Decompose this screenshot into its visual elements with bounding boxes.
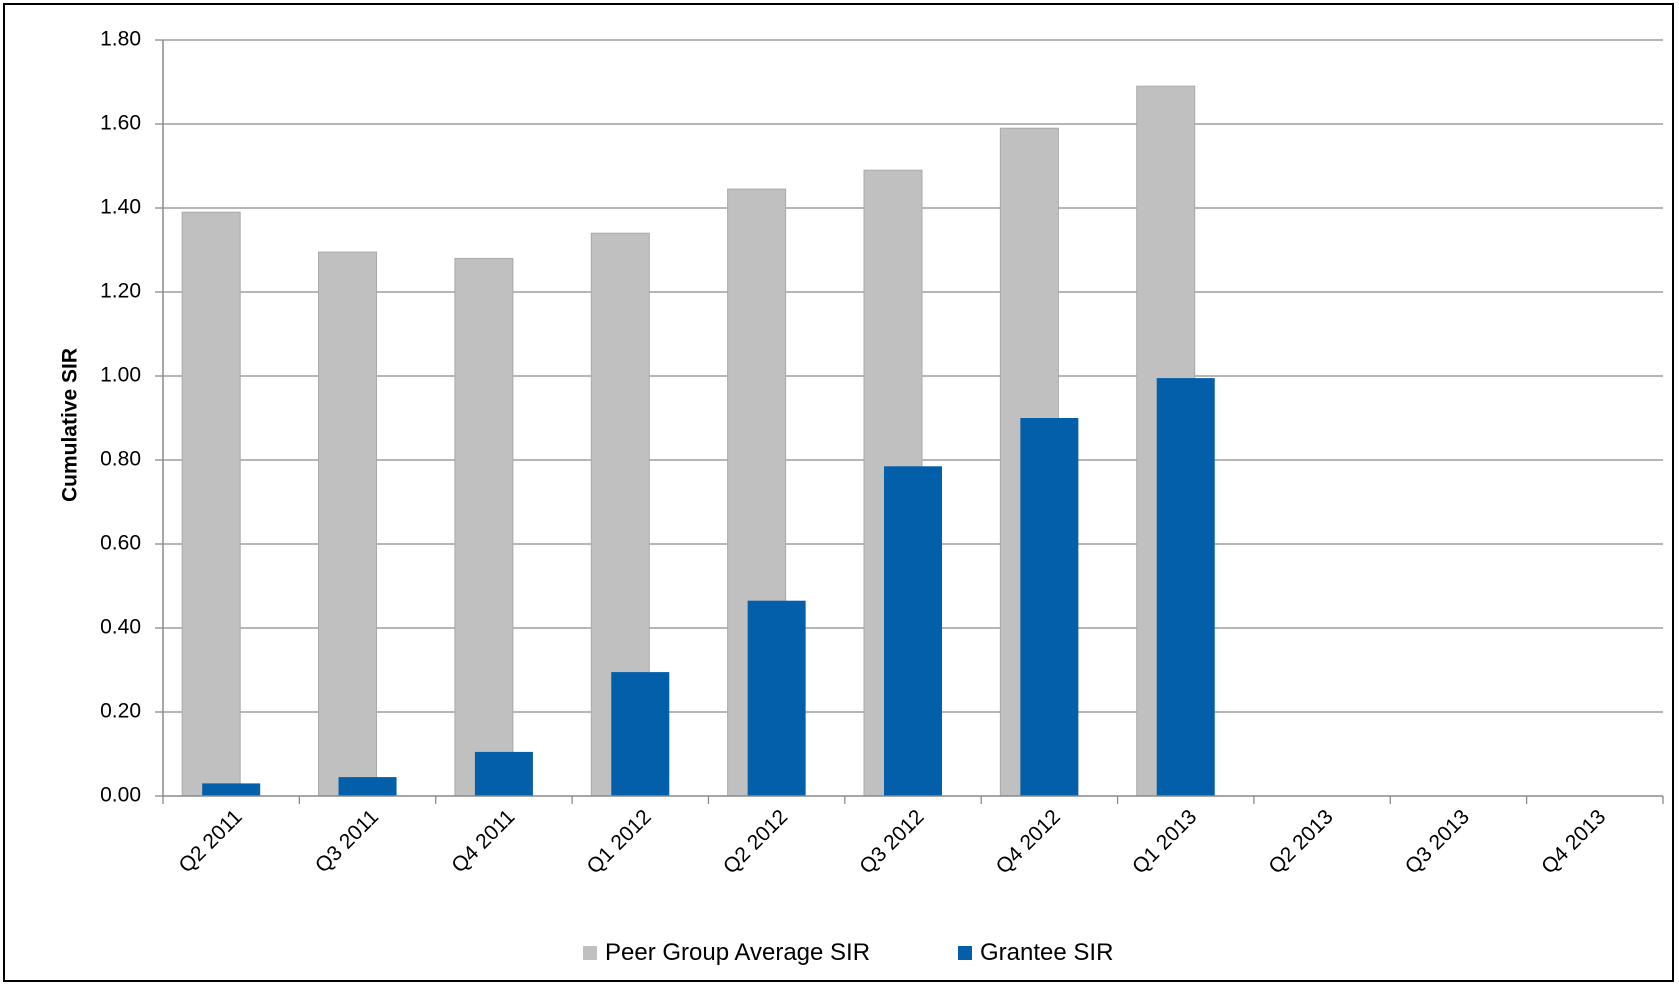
legend-label-grantee: Grantee SIR xyxy=(980,939,1113,966)
y-axis-label: Cumulative SIR xyxy=(59,348,82,502)
bars xyxy=(181,85,1215,797)
x-tick-label: Q2 2013 xyxy=(1264,805,1337,878)
y-tick-label: 1.00 xyxy=(100,364,141,387)
bar-grantee xyxy=(611,672,670,796)
x-tick-label: Q2 2012 xyxy=(719,805,792,878)
bar-grantee xyxy=(1156,378,1215,796)
y-tick-label: 0.80 xyxy=(100,448,141,471)
legend-swatch-peer-group xyxy=(583,946,597,960)
y-tick-label: 0.60 xyxy=(100,532,141,555)
y-tick-label: 0.40 xyxy=(100,616,141,639)
y-tick-label: 0.20 xyxy=(100,700,141,723)
bar-grantee xyxy=(338,777,397,796)
y-tick-labels: 0.00 0.20 0.40 0.60 0.80 1.00 1.20 1.40 1.60 1.80 xyxy=(100,28,141,807)
y-tick-label: 1.20 xyxy=(100,280,141,303)
x-tick-label: Q4 2012 xyxy=(992,805,1065,878)
x-tick-label: Q1 2013 xyxy=(1128,805,1201,878)
x-tick-label: Q4 2011 xyxy=(447,805,519,877)
bar-grantee xyxy=(747,600,806,796)
bar-grantee xyxy=(202,783,261,796)
legend-label-peer-group: Peer Group Average SIR xyxy=(605,939,870,966)
x-tick-label: Q3 2013 xyxy=(1401,805,1474,878)
legend: Peer Group Average SIR Grantee SIR xyxy=(583,939,1113,966)
x-tick-label: Q4 2013 xyxy=(1537,805,1610,878)
y-tick-label: 1.40 xyxy=(100,196,141,219)
x-tick-labels: Q2 2011 Q3 2011 Q4 2011 Q1 2012 Q2 2012 Q3 20… xyxy=(175,805,1611,878)
bar-grantee xyxy=(474,751,533,796)
y-tick-label: 0.00 xyxy=(100,784,141,807)
x-tick-label: Q3 2012 xyxy=(855,805,928,878)
bar-peer-group xyxy=(454,257,514,797)
x-tick-label: Q3 2011 xyxy=(311,805,383,877)
x-tick-label: Q2 2011 xyxy=(175,805,247,877)
x-tick-label: Q1 2012 xyxy=(583,805,656,878)
bar-chart: 0.00 0.20 0.40 0.60 0.80 1.00 1.20 1.40 1.60 1.80… xyxy=(59,28,1664,966)
bar-peer-group xyxy=(318,251,378,797)
bar-peer-group xyxy=(181,211,241,797)
bar-grantee xyxy=(1020,418,1079,796)
chart-frame: 0.00 0.20 0.40 0.60 0.80 1.00 1.20 1.40 1.60 1.80… xyxy=(3,3,1674,982)
y-tick-label: 1.60 xyxy=(100,112,141,135)
legend-swatch-grantee xyxy=(958,946,972,960)
axes xyxy=(162,40,1664,804)
bar-grantee xyxy=(884,466,942,796)
y-tick-label: 1.80 xyxy=(100,28,141,51)
